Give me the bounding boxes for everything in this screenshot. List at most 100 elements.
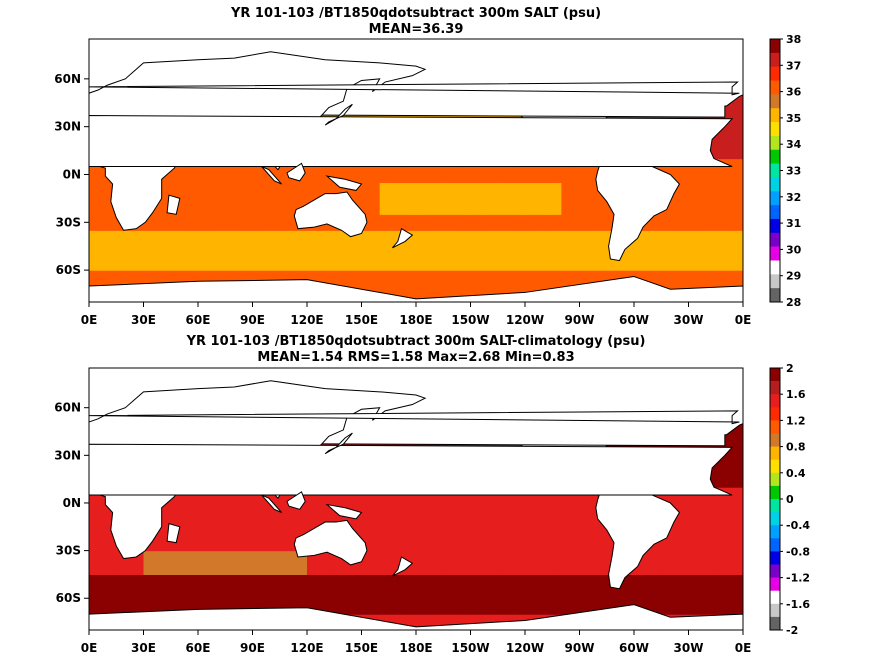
grid-cell — [225, 262, 235, 271]
grid-cell — [179, 566, 190, 576]
grid-cell — [561, 254, 572, 263]
grid-cell — [525, 278, 535, 287]
grid-cell — [733, 278, 743, 287]
grid-cell — [252, 574, 263, 583]
grid-cell — [361, 238, 372, 247]
grid-cell — [370, 590, 381, 599]
grid-cell — [316, 254, 326, 263]
grid-cell — [515, 574, 526, 583]
grid-cell — [706, 526, 717, 536]
grid-cell — [706, 254, 717, 263]
grid-cell — [352, 502, 363, 512]
grid-cell — [733, 150, 743, 160]
x-tick-label: 90W — [565, 641, 595, 655]
grid-cell — [152, 558, 163, 568]
grid-cell — [297, 230, 308, 239]
grid-cell — [670, 526, 681, 536]
grid-cell — [697, 182, 708, 192]
grid-cell — [125, 238, 136, 247]
grid-cell — [316, 518, 326, 528]
grid-cell — [216, 582, 226, 591]
grid-cell — [134, 270, 145, 279]
grid-cell — [89, 510, 99, 520]
grid-cell — [216, 510, 226, 520]
grid-cell — [715, 518, 726, 528]
grid-cell — [134, 582, 145, 591]
grid-cell — [379, 582, 390, 591]
grid-cell — [570, 174, 581, 184]
grid-cell — [534, 270, 544, 279]
grid-cell — [452, 230, 463, 239]
grid-cell — [733, 158, 743, 168]
grid-cell — [715, 270, 726, 279]
grid-cell — [461, 606, 472, 615]
grid-cell — [679, 278, 690, 287]
grid-cell — [225, 166, 235, 176]
grid-cell — [161, 254, 172, 263]
grid-cell — [270, 574, 281, 583]
grid-cell — [388, 606, 399, 615]
grid-cell — [570, 206, 581, 215]
x-tick-label: 150E — [345, 641, 378, 655]
grid-cell — [452, 214, 463, 223]
grid-cell — [488, 262, 499, 271]
grid-cell — [107, 278, 117, 287]
grid-cell — [515, 614, 526, 623]
grid-cell — [425, 174, 435, 184]
grid-cell — [588, 246, 599, 255]
grid-cell — [261, 526, 272, 536]
grid-cell — [207, 270, 217, 279]
grid-cell — [198, 262, 208, 271]
grid-cell — [161, 206, 172, 215]
grid-cell — [288, 238, 299, 247]
grid-cell — [443, 238, 453, 247]
grid-cell — [679, 270, 690, 279]
new-guinea-landmass — [325, 175, 363, 191]
grid-cell — [715, 214, 726, 223]
grid-cell — [525, 230, 535, 239]
grid-cell — [207, 495, 217, 504]
grid-cell — [670, 238, 681, 247]
grid-cell — [733, 431, 743, 441]
grid-cell — [679, 598, 690, 607]
grid-cell — [134, 262, 145, 271]
grid-cell — [370, 238, 381, 247]
colorbar-swatch — [770, 368, 780, 382]
grid-cell — [406, 606, 417, 615]
grid-cell — [479, 598, 490, 607]
grid-cell — [152, 566, 163, 576]
grid-cell — [706, 166, 717, 176]
grid-cell — [661, 590, 671, 599]
grid-cell — [643, 262, 653, 271]
grid-cell — [588, 510, 599, 520]
colorbar-swatch — [770, 177, 780, 192]
grid-cell — [361, 534, 372, 544]
grid-cell — [561, 222, 572, 231]
grid-cell — [606, 550, 617, 560]
grid-cell — [443, 526, 453, 536]
grid-cell — [216, 558, 226, 568]
grid-cell — [597, 542, 608, 552]
grid-cell — [98, 606, 108, 615]
grid-cell — [570, 190, 581, 199]
grid-cell — [161, 262, 172, 271]
grid-cell — [425, 502, 435, 512]
grid-cell — [733, 174, 743, 184]
grid-cell — [225, 542, 235, 552]
grid-cell — [216, 246, 226, 255]
grid-cell — [89, 174, 99, 184]
grid-cell — [216, 495, 226, 504]
grid-cell — [143, 590, 154, 599]
south-america-landmass — [595, 484, 681, 590]
grid-cell — [588, 526, 599, 536]
grid-cell — [379, 198, 390, 207]
grid-cell — [234, 238, 245, 247]
grid-cell — [488, 238, 499, 247]
colorbar-tick-label: 37 — [786, 59, 801, 72]
grid-cell — [488, 590, 499, 599]
grid-cell — [406, 614, 417, 623]
grid-cell — [488, 206, 499, 215]
grid-cell — [697, 246, 708, 255]
grid-cell — [361, 526, 372, 536]
